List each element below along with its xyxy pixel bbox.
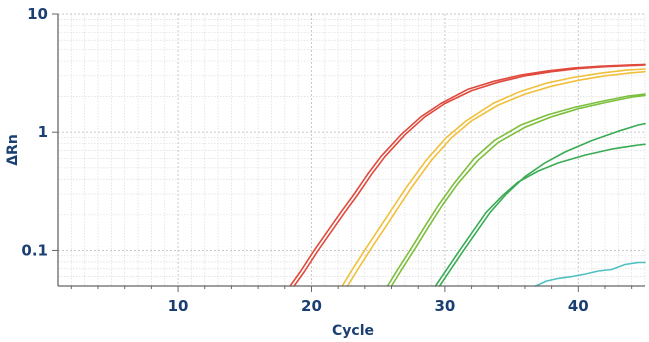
y-tick-marks xyxy=(52,13,58,251)
series-line-6 xyxy=(386,93,646,287)
series-layer xyxy=(289,63,646,287)
y-tick-label: 0.1 xyxy=(21,241,48,259)
series-line-3 xyxy=(346,70,646,287)
major-grid xyxy=(58,13,645,286)
series-line-8 xyxy=(434,143,646,287)
series-line-4 xyxy=(341,68,646,287)
series-line-9 xyxy=(534,261,646,287)
series-line-5 xyxy=(390,94,646,287)
y-axis-label: ΔRn xyxy=(5,134,21,166)
series-line-1 xyxy=(293,64,646,287)
x-tick-label: 30 xyxy=(434,297,455,315)
grid xyxy=(57,13,646,287)
minor-grid xyxy=(57,14,646,287)
x-tick-label: 20 xyxy=(301,297,322,315)
x-tick-label: 10 xyxy=(168,297,189,315)
series-line-7 xyxy=(438,122,646,287)
x-tick-marks xyxy=(70,286,633,292)
x-tick-labels: 10 20 30 40 xyxy=(168,297,589,315)
y-tick-labels: 0.1 1 10 xyxy=(21,5,48,259)
x-tick-label: 40 xyxy=(568,297,589,315)
series-line-2 xyxy=(289,63,646,287)
axes xyxy=(52,13,645,292)
y-tick-label: 10 xyxy=(27,5,48,23)
y-tick-label: 1 xyxy=(38,123,48,141)
x-axis-label: Cycle xyxy=(332,323,374,339)
